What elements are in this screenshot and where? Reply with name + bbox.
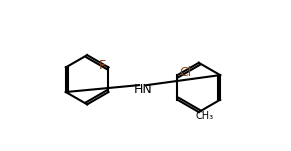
Text: F: F	[99, 59, 106, 72]
Text: CH₃: CH₃	[196, 111, 214, 121]
Text: Cl: Cl	[179, 66, 191, 79]
Text: HN: HN	[134, 83, 152, 96]
